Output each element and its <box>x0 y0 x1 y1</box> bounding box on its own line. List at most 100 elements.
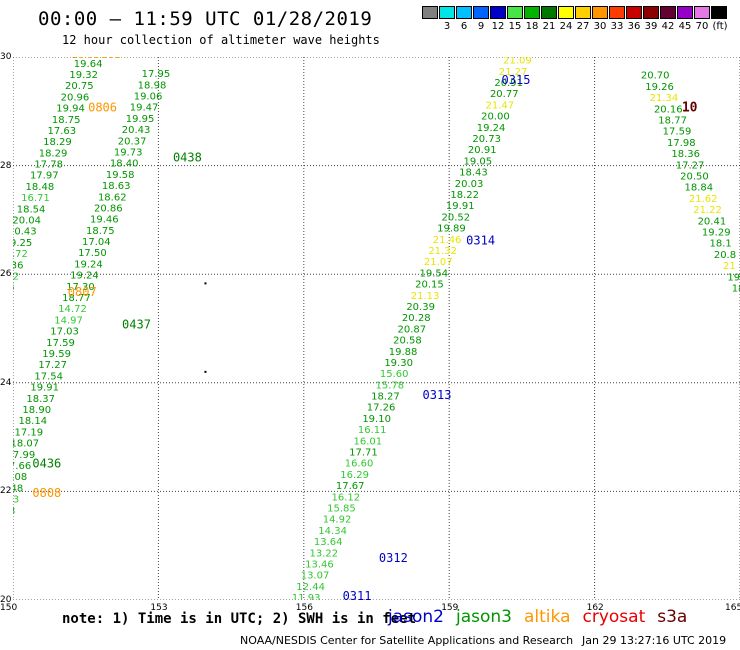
lat-tick-label: 24 <box>0 377 12 388</box>
wave-height-value: 19.05 <box>464 156 493 167</box>
wave-height-value: 18.77 <box>62 293 91 304</box>
wave-height-value: 13.07 <box>301 571 330 582</box>
map-subtitle: 12 hour collection of altimeter wave hei… <box>62 33 380 47</box>
map-title: 00:00 – 11:59 UTC 01/28/2019 <box>38 8 373 30</box>
pass-time-label: 0805 <box>93 57 122 61</box>
wave-height-value: 20.41 <box>698 216 727 227</box>
wave-height-value: 17.97 <box>30 171 59 182</box>
island-marker <box>204 282 207 285</box>
wave-height-value: 18.43 <box>459 168 488 179</box>
wave-height-value: 21.46 <box>433 235 462 246</box>
wave-height-value: 19.88 <box>389 347 418 358</box>
wave-height-value: 18.75 <box>52 115 81 126</box>
legend-label: 9 <box>477 21 485 32</box>
legend-swatch <box>422 6 438 19</box>
wave-height-value: 20.03 <box>455 179 484 190</box>
wave-height-value: 16.83 <box>13 495 19 506</box>
legend-label: 33 <box>610 21 624 32</box>
wave-height-value: 15.60 <box>380 369 409 380</box>
wave-height-value: 18.14 <box>18 416 47 427</box>
wave-height-value: 21.07 <box>424 257 453 268</box>
wave-height-value: 19.54 <box>420 268 449 279</box>
timestamp-text: Jan 29 13:27:16 UTC 2019 <box>582 634 727 647</box>
pass-time-label: 0806 <box>88 100 117 114</box>
wave-height-value: 19.64 <box>74 59 103 70</box>
legend-label: 6 <box>460 21 468 32</box>
wave-height-value: 17.50 <box>78 248 107 259</box>
legend-swatch <box>507 6 523 19</box>
wave-height-value: 18.63 <box>102 181 131 192</box>
wave-height-value: 15.85 <box>327 504 356 515</box>
wave-height-value: 14.34 <box>318 526 347 537</box>
wave-height-value: 17.08 <box>13 472 27 483</box>
wave-height-value: 17.30 <box>66 282 95 293</box>
wave-height-value: 18.36 <box>671 149 700 160</box>
wave-height-value: 20.43 <box>122 125 151 136</box>
satellite-name-cryosat: cryosat <box>582 607 646 627</box>
satellite-legend: jason2 jason3 altika cryosat s3a <box>388 607 699 627</box>
wave-height-value: 19.10 <box>362 414 391 425</box>
island-marker <box>204 370 207 373</box>
lat-tick-label: 28 <box>0 160 12 171</box>
wave-height-value: 17.19 <box>14 427 43 438</box>
wave-height-value: 20.91 <box>494 78 523 89</box>
legend-swatch <box>711 6 727 19</box>
wave-height-value: 16.12 <box>332 492 361 503</box>
wave-height-value: 21.22 <box>693 205 722 216</box>
wave-height-value: 17.95 <box>142 69 171 80</box>
wave-height-value: 13.22 <box>310 548 339 559</box>
wave-height-value: 17.67 <box>336 481 365 492</box>
lon-tick-label: 153 <box>150 603 168 613</box>
wave-height-value: 18.98 <box>138 80 167 91</box>
wave-height-value: 13.46 <box>305 559 334 570</box>
wave-height-value: 14.97 <box>54 315 83 326</box>
wave-height-value: 18.77 <box>658 116 687 127</box>
wave-height-value: 19.25 <box>13 238 32 249</box>
wave-height-value: 17.26 <box>367 403 396 414</box>
wave-height-value: 20.50 <box>680 171 709 182</box>
legend-swatch <box>558 6 574 19</box>
wave-height-value: 19.46 <box>90 215 119 226</box>
wave-height-value: 17.59 <box>46 338 75 349</box>
legend-label: 70 <box>695 21 709 32</box>
wave-height-value: 19.95 <box>126 114 155 125</box>
wave-height-value: 19.94 <box>56 104 85 115</box>
wave-height-value: 16.11 <box>358 425 387 436</box>
pass-time-label: 0437 <box>122 318 151 332</box>
pass-time-label: 0808 <box>32 486 61 500</box>
wave-height-value: 19.47 <box>130 103 159 114</box>
wave-height-value: 21.47 <box>486 100 515 111</box>
wave-height-value: 21.34 <box>650 93 679 104</box>
legend-label: 18 <box>525 21 539 32</box>
wave-height-value: 18.40 <box>110 159 139 170</box>
wave-height-value: 17.03 <box>50 327 79 338</box>
wave-height-value: 15.78 <box>376 380 405 391</box>
wave-height-value: 19.24 <box>74 259 103 270</box>
legend-label: 15 <box>508 21 522 32</box>
wave-height-value: 19.29 <box>702 227 731 238</box>
legend-label: 21 <box>542 21 556 32</box>
lon-tick-label: 165 <box>725 603 740 613</box>
wave-height-value: 20.87 <box>398 324 427 335</box>
wave-height-value: 18.75 <box>86 226 115 237</box>
wave-height-value: 20.28 <box>402 313 431 324</box>
satellite-name-altika: altika <box>524 607 571 627</box>
wave-height-value: 18 <box>732 283 740 294</box>
wave-height-value: 18.45 <box>13 283 15 294</box>
wave-height-value: 17.99 <box>13 450 35 461</box>
lon-tick-label: 162 <box>586 603 604 613</box>
wave-height-value: 16.29 <box>340 470 369 481</box>
legend-swatch <box>524 6 540 19</box>
pass-time-label: 0312 <box>379 551 408 565</box>
wave-height-value: 16.82 <box>13 272 19 283</box>
pass-time-label: 0311 <box>343 589 372 600</box>
lat-tick-label: 26 <box>0 269 12 280</box>
legend-swatch <box>660 6 676 19</box>
footer-note: note: 1) Time is in UTC; 2) SWH is in fe… <box>62 611 417 627</box>
wave-height-value: 20.86 <box>94 203 123 214</box>
wave-height-value: 20.75 <box>65 81 94 92</box>
wave-height-value: 20.96 <box>61 92 90 103</box>
satellite-name-s3a: s3a <box>657 607 688 627</box>
lon-tick-label: 150 <box>0 603 18 613</box>
wave-height-value: 17.66 <box>13 461 31 472</box>
